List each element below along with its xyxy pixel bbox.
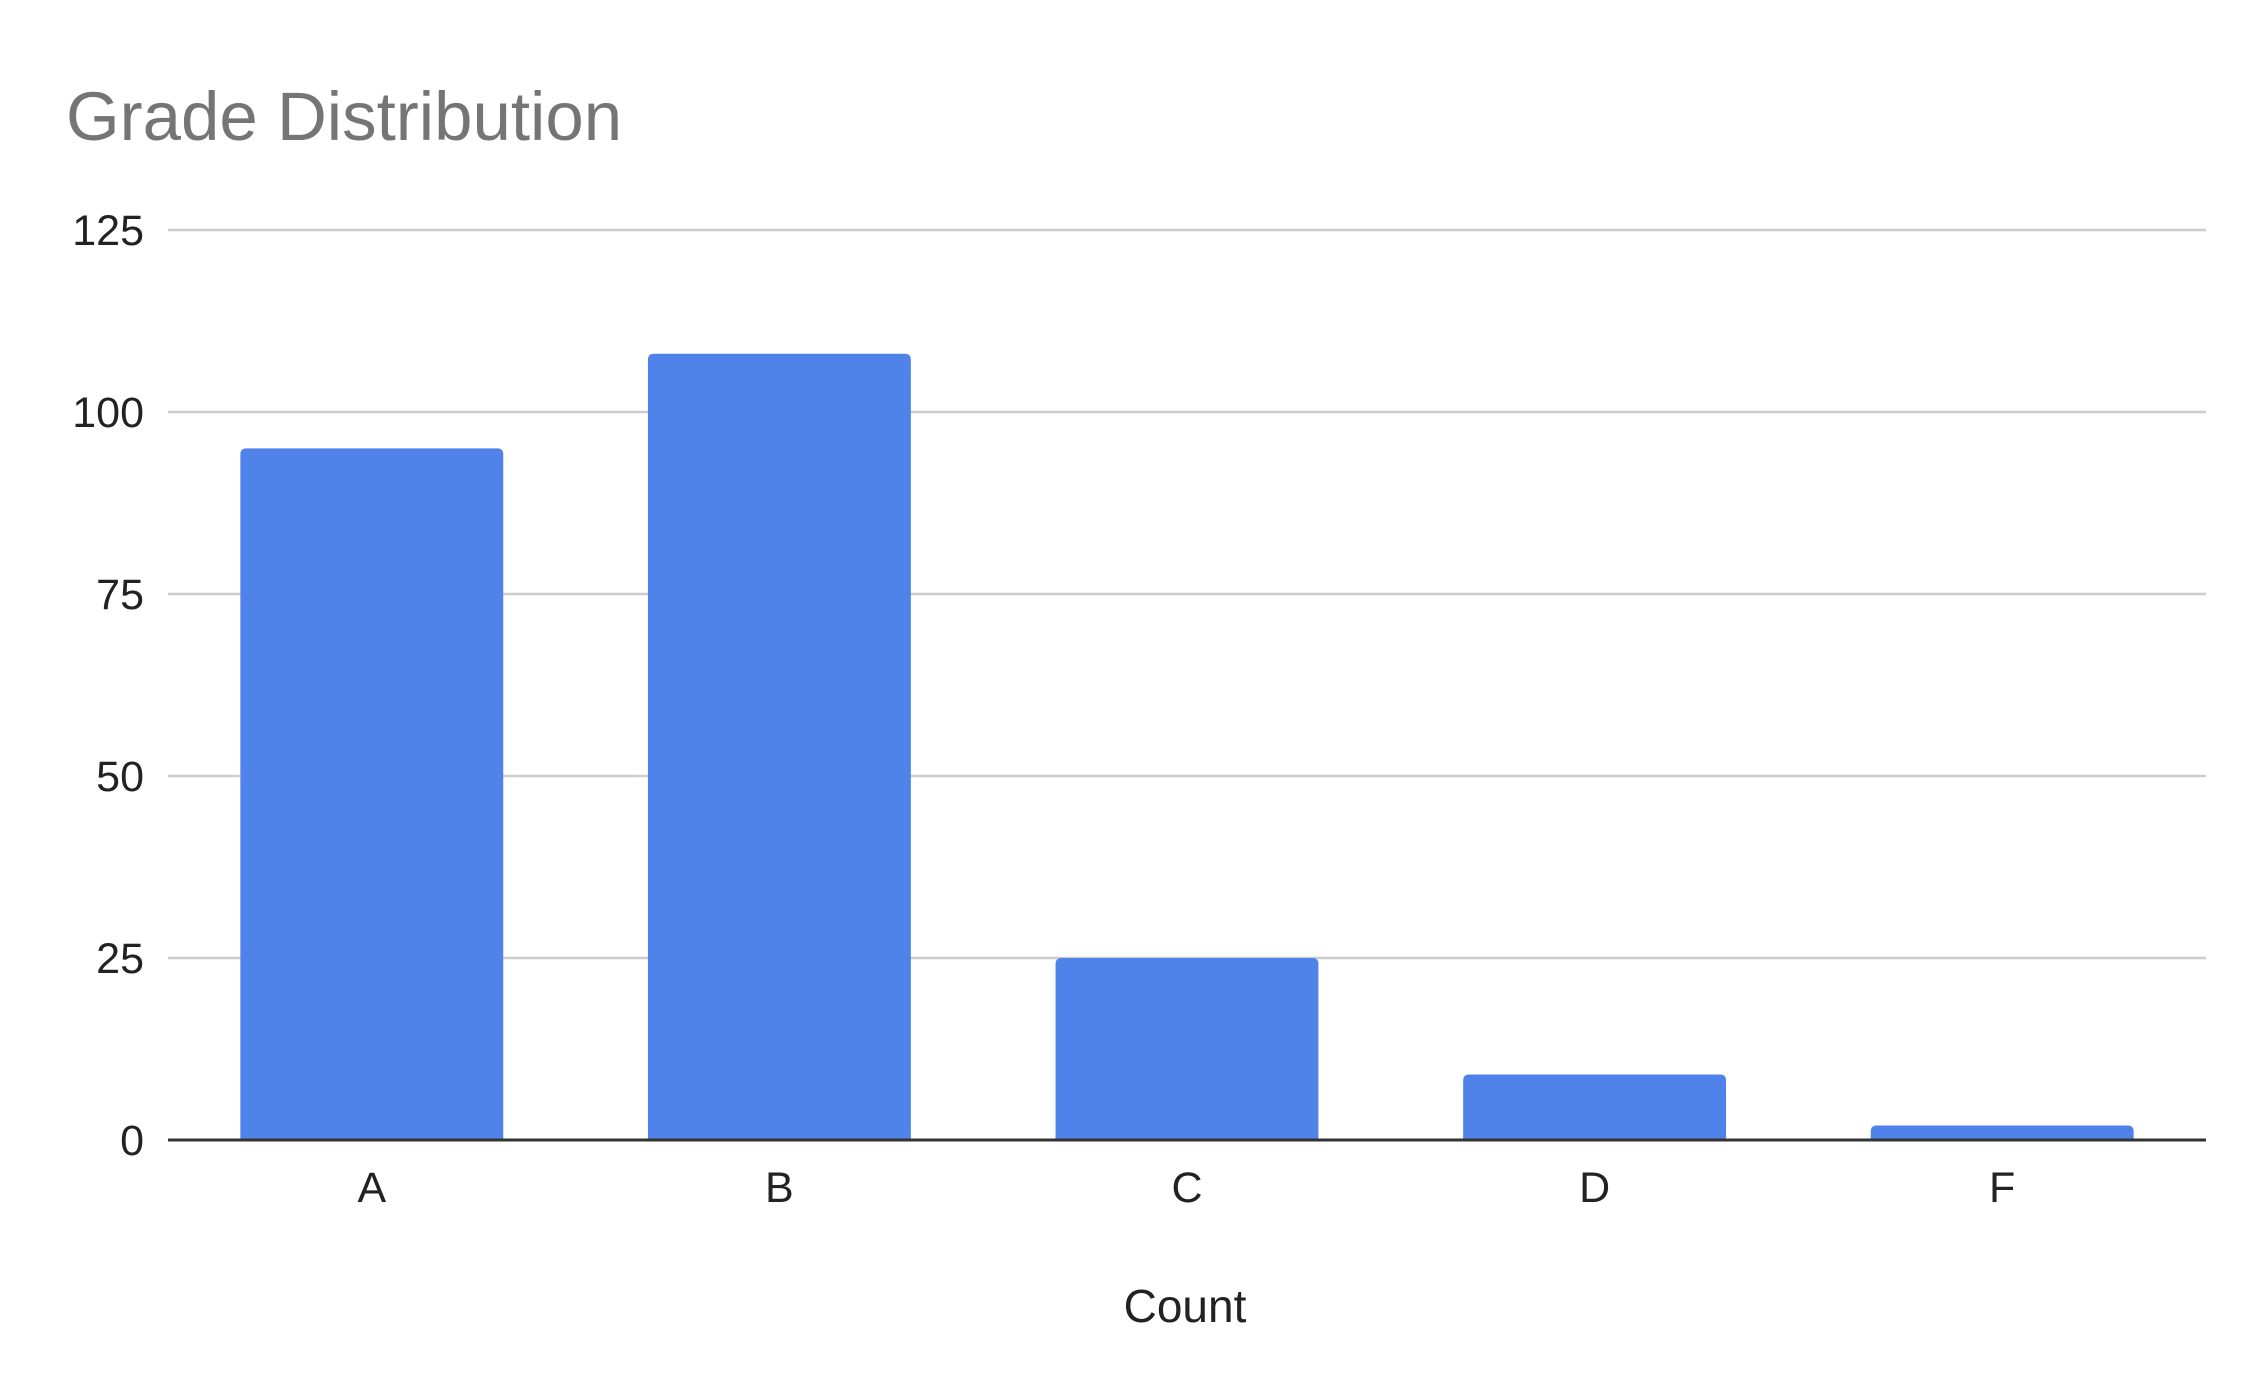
x-tick-label: B <box>765 1164 794 1212</box>
bar-d <box>1463 1074 1727 1140</box>
gridlines <box>168 228 2206 960</box>
bar-c <box>1055 958 1319 1140</box>
x-tick-label: A <box>357 1164 386 1212</box>
y-tick-label: 75 <box>96 571 144 619</box>
y-tick-label: 100 <box>72 389 144 437</box>
bar-f <box>1870 1125 2134 1140</box>
bar-a <box>240 448 504 1140</box>
y-axis-ticks: 0 25 50 75 100 125 <box>72 207 144 1165</box>
y-tick-label: 50 <box>96 753 144 801</box>
chart-title: Grade Distribution <box>66 78 622 155</box>
y-tick-label: 25 <box>96 935 144 983</box>
bars <box>240 353 2134 1140</box>
x-tick-label: F <box>1989 1164 2015 1212</box>
x-tick-label: D <box>1579 1164 1610 1212</box>
y-tick-label: 0 <box>120 1117 144 1165</box>
x-axis-title: Count <box>1124 1280 1247 1332</box>
x-tick-label: C <box>1171 1164 1202 1212</box>
bar-b <box>647 353 911 1140</box>
y-tick-label: 125 <box>72 207 144 255</box>
